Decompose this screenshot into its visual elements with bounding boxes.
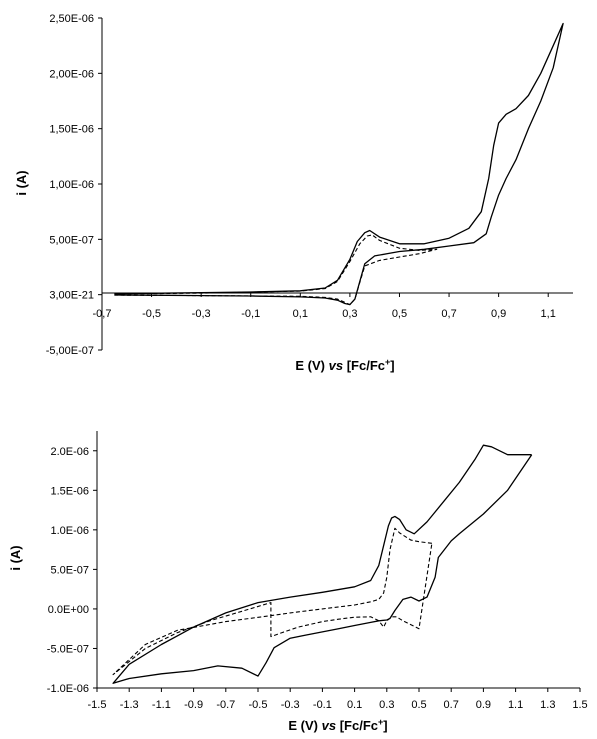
y-tick-label: 2,50E-06 — [49, 13, 94, 25]
x-tick-label: 1,1 — [541, 308, 556, 320]
x-tick-label: 0,3 — [342, 308, 357, 320]
x-axis-title-part-2: [Fc/Fc — [343, 358, 385, 373]
chart-top: -5,00E-07 3,00E-21 5,00E-07 1,00E-06 1,50E-0… — [14, 13, 573, 373]
y-tick-label: 0.0E+00 — [48, 604, 89, 616]
y-tick-label: -1.0E-06 — [47, 683, 89, 695]
x-axis-title-part-3: ] — [383, 718, 387, 733]
x-tick-label: -0.9 — [184, 699, 203, 711]
y-axis-title: i (A) — [8, 545, 23, 570]
x-tick-label: -0.7 — [216, 699, 235, 711]
x-tick-label: -0.3 — [281, 699, 300, 711]
x-tick-label: -0,7 — [93, 308, 112, 320]
x-tick-label: 1.5 — [572, 699, 587, 711]
dashed-trace-2 — [114, 234, 438, 306]
x-tick-label: 0.5 — [411, 699, 426, 711]
x-axis-title-superscript: + — [378, 717, 383, 727]
x-tick-label: 1.3 — [540, 699, 555, 711]
x-axis-title-vs: vs — [329, 358, 343, 373]
solid-trace-1 — [114, 22, 564, 306]
y-tick-label: 1,00E-06 — [49, 179, 94, 191]
y-tick-label: 3,00E-21 — [49, 290, 94, 302]
x-tick-label: 0.1 — [347, 699, 362, 711]
y-ticks: -5,00E-07 3,00E-21 5,00E-07 1,00E-06 1,50E-0… — [46, 13, 102, 357]
y-tick-label: 2.0E-06 — [50, 446, 89, 458]
y-tick-label: 2,00E-06 — [49, 68, 94, 80]
x-tick-label: -1.5 — [88, 699, 107, 711]
x-axis-title-vs: vs — [322, 718, 336, 733]
x-tick-label: -0.1 — [313, 699, 332, 711]
x-tick-label: -1.3 — [120, 699, 139, 711]
x-tick-label: 1.1 — [508, 699, 523, 711]
y-tick-label: 5,00E-07 — [49, 234, 94, 246]
x-tick-label: 0,1 — [293, 308, 308, 320]
x-axis-title-superscript: + — [385, 357, 390, 367]
x-axis-title-part-2: [Fc/Fc — [336, 718, 378, 733]
x-tick-label: 0,9 — [491, 308, 506, 320]
x-tick-label: -1.1 — [152, 699, 171, 711]
x-axis-title: E (V) vs [Fc/Fc+] — [295, 357, 394, 373]
y-tick-label: 1.5E-06 — [50, 485, 89, 497]
chart-bottom: -1.0E-06 -5.0E-07 0.0E+00 5.0E-07 1.0E-06 1.5… — [8, 431, 588, 733]
y-tick-label: 1,50E-06 — [49, 124, 94, 136]
y-axis-title: i (A) — [14, 170, 29, 195]
x-axis-title-part-1: E (V) — [295, 358, 328, 373]
x-axis-title-part-1: E (V) — [288, 718, 321, 733]
x-tick-label: 0.9 — [476, 699, 491, 711]
solid-trace-1 — [112, 444, 533, 684]
x-tick-label: -0,3 — [192, 308, 211, 320]
series-layer — [112, 444, 533, 684]
x-tick-label: 0,7 — [441, 308, 456, 320]
dashed-trace-2 — [112, 527, 433, 676]
x-tick-label: -0.5 — [249, 699, 268, 711]
x-ticks: -0,7 -0,5 -0,3 -0,1 0,1 0,3 0,5 0,7 0,9 1,1 — [93, 293, 556, 320]
y-tick-label: -5.0E-07 — [47, 643, 89, 655]
x-tick-label: 0.3 — [379, 699, 394, 711]
x-tick-label: 0,5 — [392, 308, 407, 320]
x-tick-label: -0,1 — [241, 308, 260, 320]
y-tick-label: 5.0E-07 — [50, 564, 89, 576]
x-axis-title-part-3: ] — [390, 358, 394, 373]
y-tick-label: -5,00E-07 — [46, 345, 94, 357]
x-ticks: -1.5 -1.3 -1.1 -0.9 -0.7 -0.5 -0.3 -0.1 0.1 0.3 0.… — [88, 688, 588, 711]
x-tick-label: -0,5 — [142, 308, 161, 320]
y-tick-label: 1.0E-06 — [50, 525, 89, 537]
y-ticks: -1.0E-06 -5.0E-07 0.0E+00 5.0E-07 1.0E-06 1.5… — [47, 446, 97, 695]
series-layer — [114, 22, 564, 306]
x-tick-label: 0.7 — [444, 699, 459, 711]
x-axis-title: E (V) vs [Fc/Fc+] — [288, 717, 387, 733]
